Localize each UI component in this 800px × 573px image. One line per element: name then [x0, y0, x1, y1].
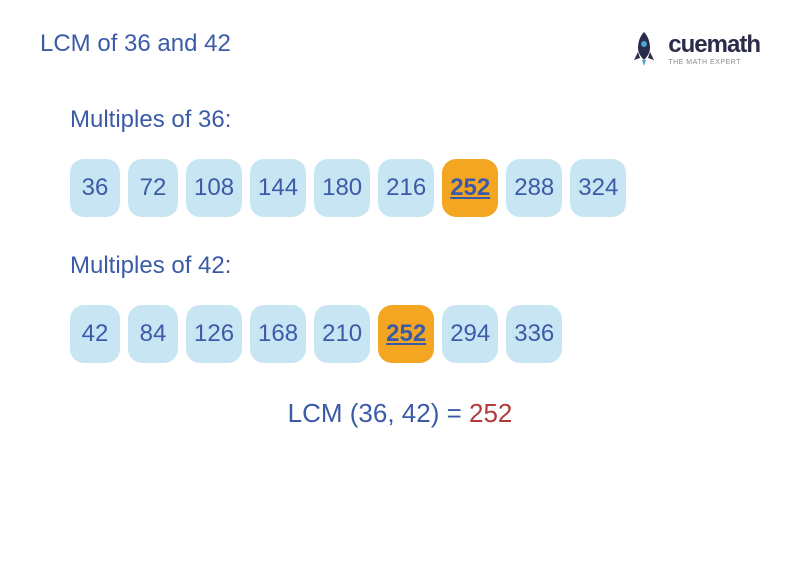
- multiple-box: 108: [186, 159, 242, 217]
- section-multiples-42: Multiples of 42: 4284126168210252294336: [40, 252, 760, 363]
- logo: cuemath THE MATH EXPERT: [626, 30, 760, 66]
- multiple-box: 252: [378, 305, 434, 363]
- section-multiples-36: Multiples of 36: 36721081441802162522883…: [40, 106, 760, 217]
- multiple-box: 324: [570, 159, 626, 217]
- multiples-row-36: 3672108144180216252288324: [70, 159, 760, 217]
- multiple-box: 126: [186, 305, 242, 363]
- result: LCM (36, 42) = 252: [40, 398, 760, 429]
- multiple-box: 180: [314, 159, 370, 217]
- multiple-box: 168: [250, 305, 306, 363]
- section-label-36: Multiples of 36:: [70, 106, 760, 134]
- multiple-box: 36: [70, 159, 120, 217]
- multiple-box: 210: [314, 305, 370, 363]
- multiple-box: 216: [378, 159, 434, 217]
- multiples-row-42: 4284126168210252294336: [70, 305, 760, 363]
- multiple-box: 252: [442, 159, 498, 217]
- multiple-box: 84: [128, 305, 178, 363]
- logo-tagline: THE MATH EXPERT: [668, 59, 741, 66]
- rocket-icon: [626, 30, 662, 66]
- multiple-box: 144: [250, 159, 306, 217]
- result-label: LCM (36, 42) =: [288, 398, 469, 428]
- logo-text: cuemath THE MATH EXPERT: [668, 31, 760, 66]
- logo-brand: cuemath: [668, 31, 760, 59]
- result-value: 252: [469, 398, 512, 428]
- page-title: LCM of 36 and 42: [40, 30, 231, 58]
- header: LCM of 36 and 42 cuemath THE MATH EXPERT: [40, 30, 760, 66]
- multiple-box: 336: [506, 305, 562, 363]
- multiple-box: 294: [442, 305, 498, 363]
- multiple-box: 42: [70, 305, 120, 363]
- section-label-42: Multiples of 42:: [70, 252, 760, 280]
- multiple-box: 72: [128, 159, 178, 217]
- multiple-box: 288: [506, 159, 562, 217]
